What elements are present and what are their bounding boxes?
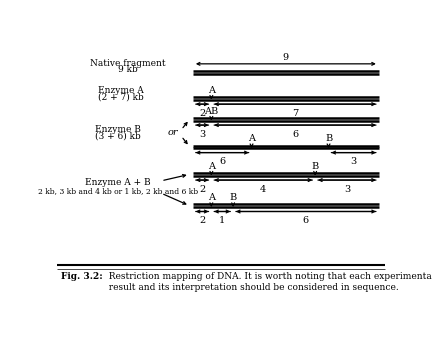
- Text: 9 kb: 9 kb: [118, 65, 137, 74]
- Text: Native fragment: Native fragment: [90, 58, 165, 68]
- Text: A: A: [208, 86, 215, 95]
- Text: 3: 3: [350, 157, 357, 166]
- Text: (3 + 6) kb: (3 + 6) kb: [95, 132, 140, 141]
- Text: Enzyme A: Enzyme A: [98, 86, 144, 95]
- Text: B: B: [325, 134, 332, 143]
- Text: 2: 2: [199, 216, 205, 225]
- Text: 3: 3: [199, 130, 205, 139]
- Text: Enzyme A + B: Enzyme A + B: [85, 178, 150, 187]
- Text: 2: 2: [199, 109, 205, 118]
- Text: 2: 2: [199, 185, 205, 194]
- Text: 3: 3: [344, 185, 350, 194]
- Text: or: or: [168, 129, 178, 137]
- Text: (2 + 7) kb: (2 + 7) kb: [98, 92, 144, 102]
- Text: A: A: [208, 162, 215, 171]
- Text: 6: 6: [292, 130, 298, 139]
- Text: 6: 6: [219, 157, 226, 166]
- Text: AB: AB: [204, 107, 219, 116]
- Text: 6: 6: [303, 216, 309, 225]
- Text: 1: 1: [219, 216, 226, 225]
- Text: B: B: [229, 193, 237, 202]
- Text: 7: 7: [292, 109, 298, 118]
- Text: Enzyme B: Enzyme B: [95, 125, 140, 134]
- Text: 4: 4: [260, 185, 267, 194]
- Text: A: A: [248, 134, 255, 143]
- Text: A: A: [208, 193, 215, 202]
- Text: 9: 9: [283, 53, 289, 62]
- Text: B: B: [311, 162, 319, 171]
- Text: 2 kb, 3 kb and 4 kb or 1 kb, 2 kb and 6 kb: 2 kb, 3 kb and 4 kb or 1 kb, 2 kb and 6 …: [38, 187, 198, 195]
- Text: Restriction mapping of DNA. It is worth noting that each experimental
  result a: Restriction mapping of DNA. It is worth …: [102, 272, 432, 292]
- Text: Fig. 3.2:: Fig. 3.2:: [60, 272, 102, 282]
